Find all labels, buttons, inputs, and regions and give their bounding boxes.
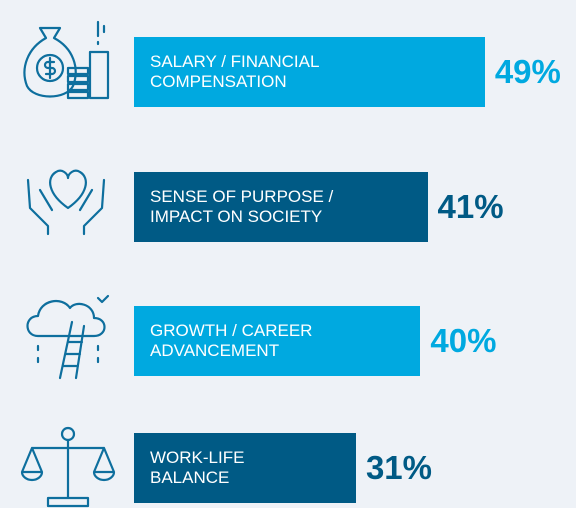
value-label: 31% bbox=[365, 449, 433, 486]
heart-hands-icon bbox=[26, 169, 106, 236]
money-icon bbox=[23, 20, 110, 100]
category-label: GROWTH / CAREER ADVANCEMENT bbox=[150, 321, 313, 360]
category-label: SENSE OF PURPOSE / IMPACT ON SOCIETY bbox=[150, 187, 334, 226]
bar: SENSE OF PURPOSE / IMPACT ON SOCIETY bbox=[134, 172, 428, 242]
category-label: SALARY / FINANCIAL COMPENSATION bbox=[150, 52, 320, 91]
scale-icon bbox=[20, 426, 116, 508]
bar: GROWTH / CAREER ADVANCEMENT bbox=[134, 306, 421, 376]
value-label: 49% bbox=[494, 53, 561, 90]
value-label: 41% bbox=[437, 188, 504, 225]
ladder-cloud-icon bbox=[26, 294, 110, 380]
value-label: 40% bbox=[430, 322, 497, 359]
bar: SALARY / FINANCIAL COMPENSATION bbox=[134, 37, 485, 107]
category-label: WORK-LIFE BALANCE bbox=[150, 448, 245, 487]
bar: WORK-LIFE BALANCE bbox=[134, 433, 356, 503]
